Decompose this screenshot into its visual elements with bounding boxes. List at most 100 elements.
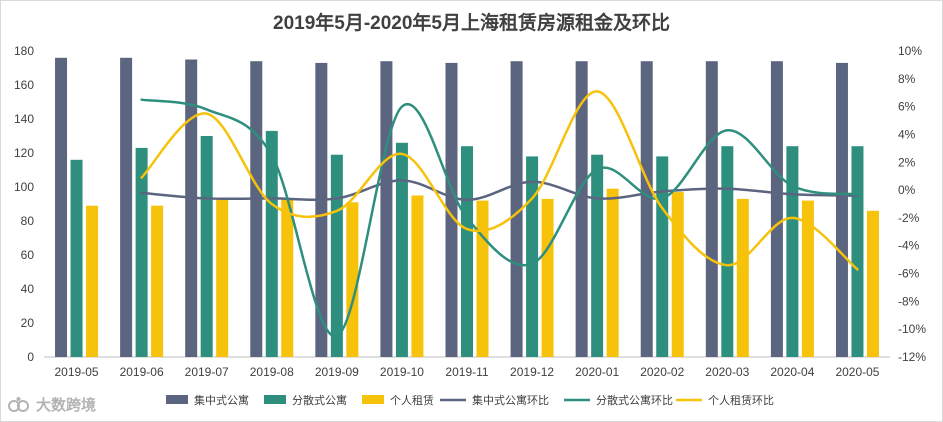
bar <box>866 210 879 357</box>
y-right-tick-label: -4% <box>898 239 920 253</box>
y-left-tick-label: 160 <box>14 78 34 92</box>
legend-item: 集中式公寓 <box>166 393 249 407</box>
bar <box>606 188 619 357</box>
bar <box>315 62 328 358</box>
y-right-tick-label: -6% <box>898 267 920 281</box>
x-tick-label: 2019-10 <box>380 365 424 379</box>
y-right-tick-label: -2% <box>898 211 920 225</box>
x-tick-label: 2020-03 <box>705 365 749 379</box>
y-right-tick-label: 0% <box>898 183 916 197</box>
bar <box>510 61 523 357</box>
watermark-text: 大数跨境 <box>36 397 97 414</box>
bar <box>640 61 653 357</box>
bar <box>250 61 263 357</box>
y-left-tick-label: 120 <box>14 146 34 160</box>
bar <box>411 195 424 357</box>
bar <box>721 146 734 357</box>
bar <box>346 202 359 357</box>
bar <box>120 57 133 358</box>
bar <box>185 59 198 357</box>
y-left-tick-label: 100 <box>14 180 34 194</box>
x-tick-label: 2019-12 <box>510 365 554 379</box>
x-tick-label: 2020-01 <box>575 365 619 379</box>
bar <box>135 147 148 357</box>
legend-item: 集中式公寓环比 <box>440 393 549 407</box>
y-left-tick-label: 0 <box>27 350 34 364</box>
legend-swatch <box>362 395 384 404</box>
bar <box>330 154 343 357</box>
x-tick-label: 2019-05 <box>55 365 99 379</box>
legend-item: 个人租赁环比 <box>676 393 774 407</box>
x-tick-label: 2019-07 <box>185 365 229 379</box>
y-left-tick-label: 60 <box>21 248 35 262</box>
bar <box>671 192 684 357</box>
bar <box>476 200 489 357</box>
y-left-tick-label: 80 <box>21 214 35 228</box>
line-series <box>140 179 859 202</box>
legend-label: 集中式公寓环比 <box>472 393 549 407</box>
y-right-tick-label: -10% <box>898 322 926 336</box>
legend-item: 分散式公寓 <box>264 393 347 407</box>
x-tick-label: 2019-11 <box>445 365 488 379</box>
line-series <box>140 90 859 271</box>
legend-label: 分散式公寓 <box>292 393 347 407</box>
bar <box>151 205 164 357</box>
bar-series <box>86 188 879 357</box>
y-left-tick-label: 20 <box>21 316 35 330</box>
x-tick-label: 2020-02 <box>640 365 684 379</box>
bar <box>55 57 68 358</box>
y-right-tick-label: 10% <box>898 44 922 58</box>
y-left-tick-label: 40 <box>21 282 35 296</box>
y-right-tick-label: -12% <box>898 350 926 364</box>
legend-item: 分散式公寓环比 <box>564 393 673 407</box>
bar <box>461 146 473 357</box>
bar <box>216 198 229 357</box>
legend-item: 个人租赁 <box>362 393 434 407</box>
y-right-tick-label: 8% <box>898 72 916 86</box>
x-tick-label: 2019-09 <box>315 365 359 379</box>
bar <box>200 136 213 357</box>
bar <box>835 62 848 358</box>
bar <box>705 61 718 357</box>
line-series <box>140 98 859 338</box>
y-right-tick-label: 4% <box>898 127 916 141</box>
bar <box>851 146 864 357</box>
legend-label: 分散式公寓环比 <box>596 393 673 407</box>
y-right-tick-label: 2% <box>898 155 916 169</box>
x-tick-label: 2019-08 <box>250 365 294 379</box>
bar <box>656 156 669 357</box>
legend-swatch <box>166 395 188 404</box>
watermark-logo-icon <box>8 396 29 412</box>
bar <box>736 198 749 357</box>
bar <box>395 142 408 357</box>
bar <box>801 200 814 357</box>
bar <box>541 198 554 357</box>
watermark: 大数跨境 <box>8 394 96 415</box>
bar <box>786 146 799 357</box>
bar <box>70 159 83 357</box>
bar <box>591 154 604 357</box>
x-tick-label: 2020-04 <box>770 365 814 379</box>
y-right-tick-label: 6% <box>898 100 916 114</box>
legend-label: 集中式公寓 <box>194 393 249 407</box>
bar <box>445 62 458 358</box>
y-left-tick-label: 140 <box>14 112 34 126</box>
bar <box>281 198 294 357</box>
line-series-group <box>140 90 859 338</box>
bar <box>770 61 783 357</box>
bar <box>86 205 99 357</box>
axes: 0 20 40 60 80 100 120 140 160 180 -12% -10% -8% -6% -4… <box>14 44 926 379</box>
y-left-tick-label: 180 <box>14 44 34 58</box>
x-tick-label: 2020-05 <box>835 365 879 379</box>
bar <box>265 130 278 357</box>
legend-label: 个人租赁环比 <box>708 393 774 407</box>
y-right-tick-label: -8% <box>898 294 920 308</box>
legend: 集中式公寓 分散式公寓 个人租赁 集中式公寓环比 分散式公寓环比 个人租赁环比 <box>166 393 774 407</box>
bar <box>380 61 393 357</box>
bar <box>575 61 588 357</box>
chart-title: 2019年5月-2020年5月上海租赁房源租金及环比 <box>273 13 670 34</box>
x-tick-label: 2019-06 <box>120 365 164 379</box>
legend-label: 个人租赁 <box>390 393 434 407</box>
bar <box>526 156 539 357</box>
